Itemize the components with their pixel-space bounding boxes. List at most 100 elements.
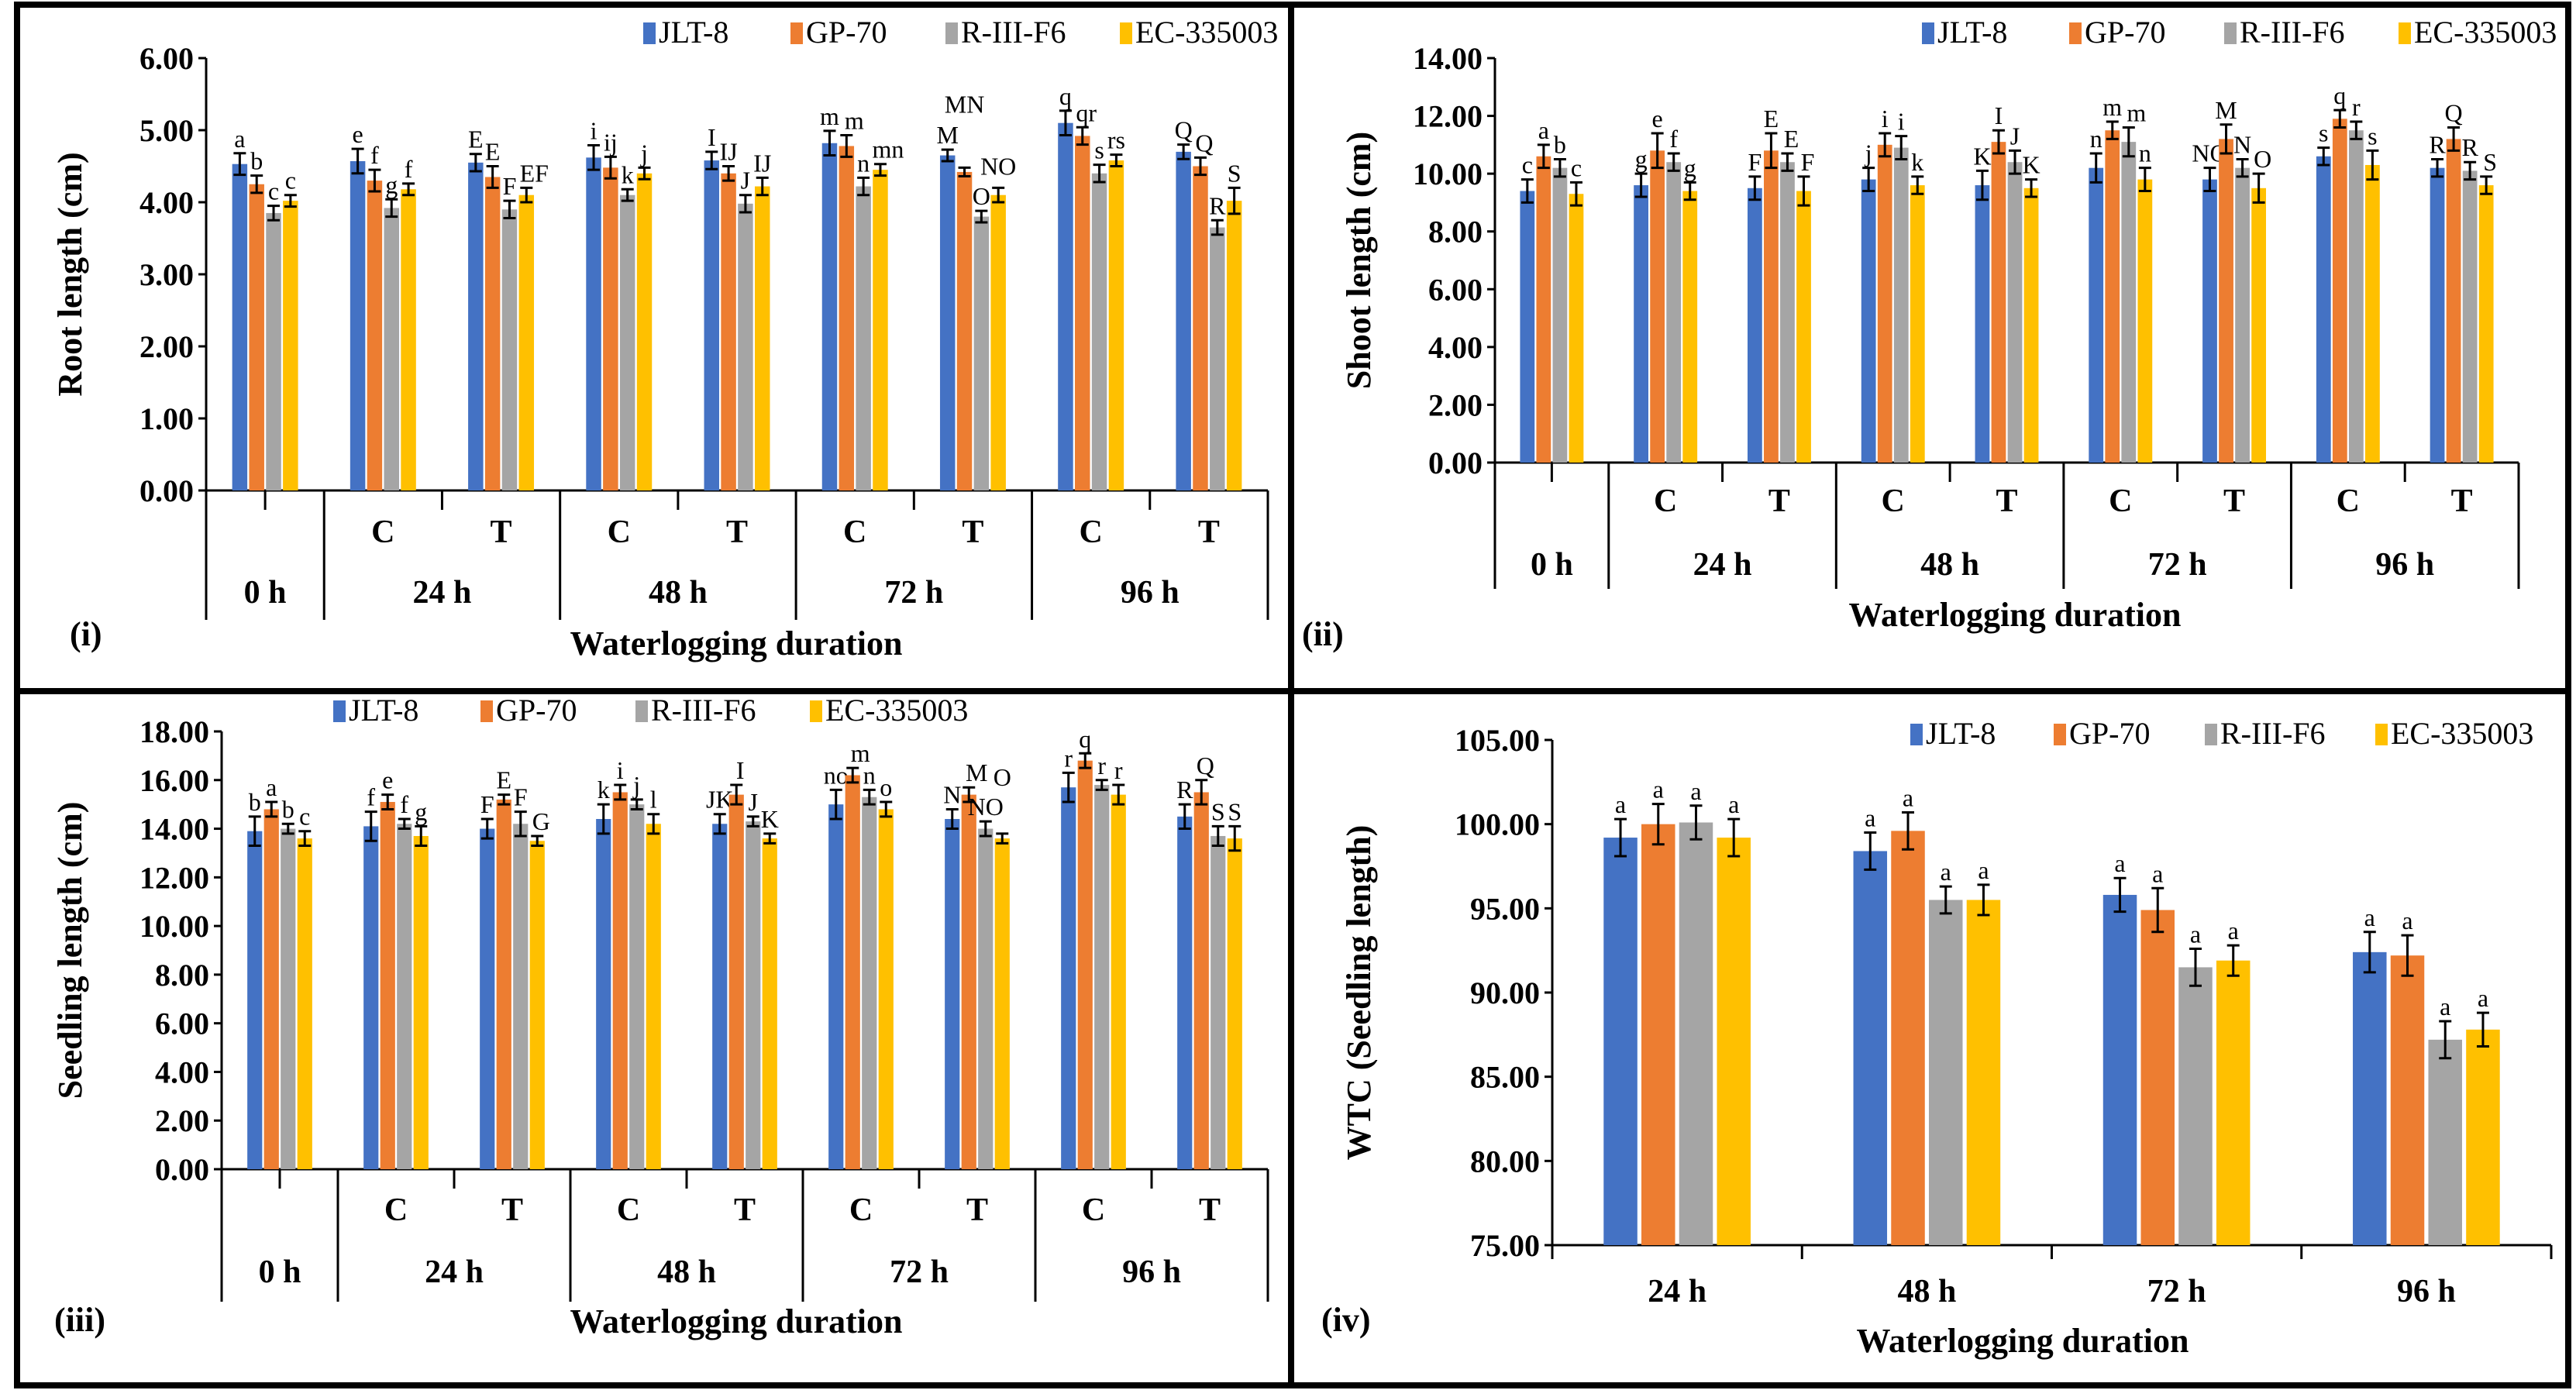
legend-swatch [2399, 22, 2411, 44]
legend-item-gp-70: GP-70 [480, 693, 577, 728]
significance-letter: n [857, 149, 870, 177]
legend-item-jlt-8: JLT-8 [643, 15, 728, 50]
significance-letter: a [2190, 920, 2201, 948]
error-bar [722, 165, 735, 182]
legend-item-gp-70: GP-70 [790, 15, 887, 50]
error-bar [381, 793, 394, 810]
y-tick-label: 14.00 [1413, 41, 1483, 76]
error-bar [1112, 783, 1125, 806]
error-bar [1177, 143, 1190, 160]
error-bar [503, 199, 516, 219]
bar-r-iii-f6-5 [2121, 142, 2137, 463]
bar-r-iii-f6-0 [1679, 822, 1713, 1245]
sub-category-label: T [1198, 514, 1220, 550]
significance-letter: F [503, 172, 517, 200]
bar-r-iii-f6-5 [856, 186, 871, 491]
bar-r-iii-f6-1 [1666, 162, 1682, 463]
error-bar [2220, 123, 2233, 155]
error-bar [2431, 158, 2444, 178]
bar-r-iii-f6-0 [1552, 167, 1568, 463]
bar-jlt-8-4 [1975, 185, 1990, 463]
chart-panel-1: 0.00 1.00 2.00 3.00 4.00 5.00 6.00 C T C T C T C T 0 h 2… [51, 15, 1278, 662]
bar-gp-70-7 [1075, 136, 1090, 490]
significance-letter: mn [873, 136, 904, 163]
error-bar [958, 166, 971, 178]
significance-letter: f [370, 141, 379, 169]
error-bar [480, 817, 494, 840]
legend-swatch [790, 22, 803, 44]
sub-category-label: C [843, 514, 866, 550]
bar-gp-70-1 [367, 181, 383, 490]
sub-category-label: C [849, 1192, 873, 1228]
bar-ec-335003-4 [2023, 188, 2039, 463]
error-bar [996, 832, 1009, 845]
error-bar [1911, 175, 1924, 195]
significance-letter: r [1114, 756, 1123, 784]
bar-ec-335003-4 [762, 838, 777, 1169]
legend-item-gp-70: GP-70 [2069, 15, 2165, 50]
y-tick-label: 0.00 [155, 1152, 209, 1187]
significance-letter: q [2333, 81, 2346, 109]
bar-ec-335003-3 [1910, 185, 1925, 463]
significance-letter: N [943, 780, 961, 808]
hour-label: 24 h [413, 575, 472, 611]
significance-letter: a [2228, 917, 2239, 945]
significance-letter: q [1059, 82, 1072, 110]
bar-jlt-8-5 [828, 804, 844, 1169]
significance-letter: f [1669, 125, 1678, 153]
bar-ec-335003-1 [1682, 191, 1698, 463]
bar-ec-335003-3 [2466, 1029, 2500, 1245]
error-bar [2439, 1020, 2452, 1060]
bar-r-iii-f6-8 [2462, 170, 2478, 463]
significance-letter: E [1764, 105, 1779, 132]
legend-label: JLT-8 [659, 15, 728, 50]
significance-letter: r [1064, 744, 1073, 772]
legend-label: JLT-8 [349, 693, 418, 728]
significance-letter: a [2478, 984, 2488, 1012]
significance-letter: K [761, 805, 779, 833]
bar-r-iii-f6-1 [1928, 900, 1963, 1245]
bar-ec-335003-2 [529, 841, 545, 1169]
error-bar [963, 786, 976, 803]
error-bar [1095, 779, 1108, 791]
legend-swatch [2205, 724, 2217, 745]
hour-label: 24 h [425, 1254, 484, 1290]
error-bar [248, 815, 261, 848]
error-bar [992, 186, 1005, 204]
bar-ec-335003-5 [878, 809, 894, 1169]
error-bar [1228, 824, 1242, 852]
bar-r-iii-f6-8 [1210, 227, 1225, 490]
bar-gp-70-6 [961, 794, 976, 1169]
bar-r-iii-f6-4 [746, 821, 761, 1169]
error-bar [2138, 167, 2151, 193]
significance-letter: Q [2445, 98, 2463, 126]
legend-label: JLT-8 [1926, 716, 1996, 751]
error-bar [284, 194, 297, 208]
hour-label: 96 h [1122, 1254, 1181, 1290]
error-bar [739, 194, 752, 214]
y-tick-label: 90.00 [1470, 975, 1540, 1010]
error-bar [368, 168, 381, 193]
error-bar [1683, 181, 1696, 201]
bar-jlt-8-6 [945, 819, 960, 1169]
significance-letter: a [1690, 777, 1701, 805]
y-tick-label: 75.00 [1470, 1228, 1540, 1263]
bar-gp-70-7 [2332, 119, 2347, 463]
bar-r-iii-f6-1 [397, 824, 412, 1169]
panel-label: (ii) [1302, 615, 1344, 653]
significance-letter: J [741, 167, 750, 194]
significance-letter: k [598, 776, 610, 803]
error-bar [1228, 186, 1241, 215]
legend-label: EC-335003 [2391, 716, 2533, 751]
error-bar [746, 815, 759, 828]
bar-ec-335003-1 [401, 189, 416, 490]
error-bar [1195, 779, 1208, 806]
error-bar [941, 148, 954, 163]
significance-letter: a [1941, 858, 1951, 886]
bar-r-iii-f6-2 [2178, 967, 2213, 1245]
legend-item-r-iii-f6: R-III-F6 [945, 15, 1066, 50]
bar-ec-335003-8 [1226, 201, 1242, 490]
significance-letter: g [385, 170, 398, 198]
legend-label: GP-70 [806, 15, 887, 50]
